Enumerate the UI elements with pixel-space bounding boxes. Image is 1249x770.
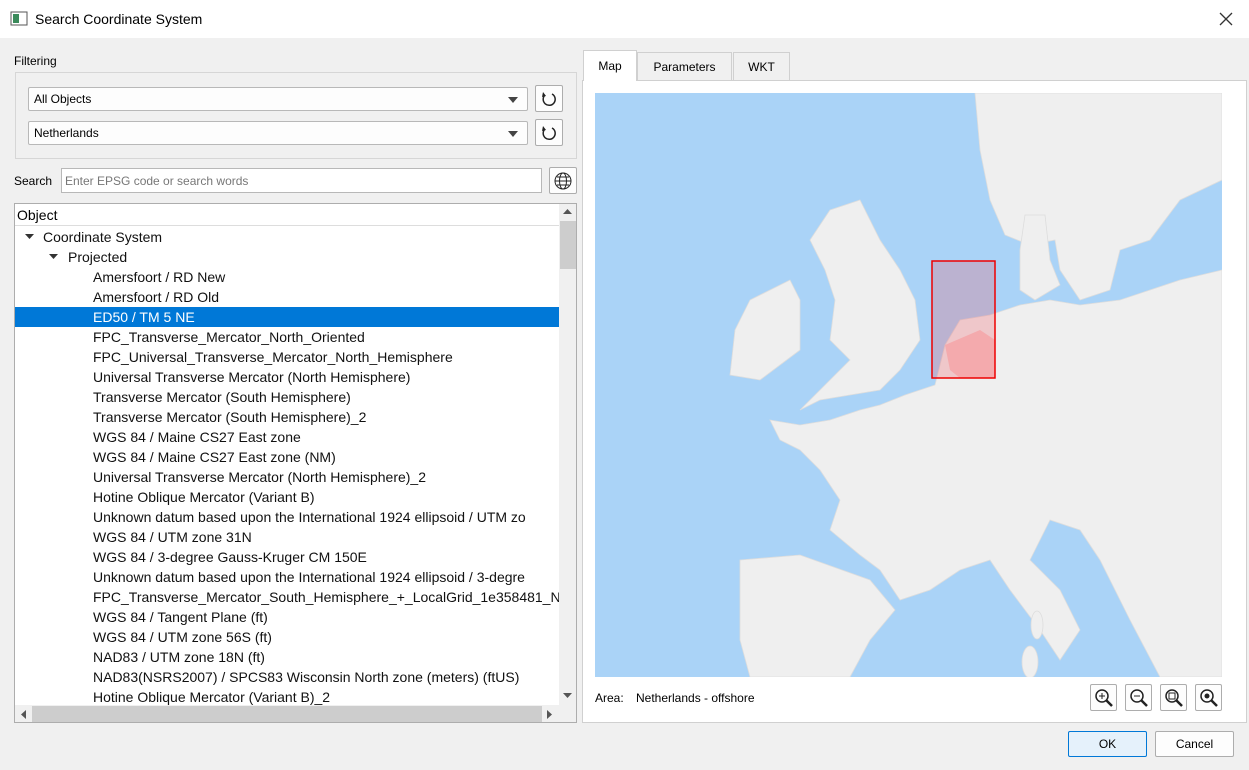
item-label: Hotine Oblique Mercator (Variant B) [93, 489, 315, 505]
tree-item[interactable]: Amersfoort / RD New [15, 267, 559, 287]
vertical-scrollbar[interactable] [559, 204, 576, 705]
crs-button[interactable] [549, 167, 577, 194]
tree-item[interactable]: Hotine Oblique Mercator (Variant B) [15, 487, 559, 507]
tree-item[interactable]: FPC_Transverse_Mercator_South_Hemisphere… [15, 587, 559, 607]
tree-item[interactable]: Universal Transverse Mercator (North Hem… [15, 367, 559, 387]
root-label: Coordinate System [43, 229, 163, 245]
tree-item[interactable]: WGS 84 / UTM zone 31N [15, 527, 559, 547]
tree-item[interactable]: NAD83(NSRS2007) / SPCS83 Wisconsin North… [15, 667, 559, 687]
item-label: WGS 84 / 3-degree Gauss-Kruger CM 150E [93, 549, 367, 565]
zoom-button[interactable] [1090, 684, 1117, 711]
area-label: Area: [595, 691, 624, 705]
tree-view: Object Coordinate System Projected Amers… [14, 203, 577, 723]
item-label: WGS 84 / UTM zone 31N [93, 529, 252, 545]
item-label: Universal Transverse Mercator (North Hem… [93, 469, 426, 485]
item-label: FPC_Transverse_Mercator_North_Oriented [93, 329, 365, 345]
item-label: WGS 84 / Maine CS27 East zone (NM) [93, 449, 336, 465]
tree-item[interactable]: WGS 84 / Tangent Plane (ft) [15, 607, 559, 627]
item-label: Transverse Mercator (South Hemisphere)_2 [93, 409, 367, 425]
item-label: NAD83(NSRS2007) / SPCS83 Wisconsin North… [93, 669, 520, 685]
region-combo[interactable]: Netherlands [28, 121, 528, 145]
filter-group [15, 72, 577, 159]
item-label: WGS 84 / Maine CS27 East zone [93, 429, 301, 445]
item-label: Unknown datum based upon the Internation… [93, 569, 525, 585]
cancel-button[interactable]: Cancel [1155, 731, 1234, 757]
item-label: WGS 84 / UTM zone 56S (ft) [93, 629, 272, 645]
title-bar: Search Coordinate System [0, 0, 1249, 38]
object-type-combo[interactable]: All Objects [28, 87, 528, 111]
item-label: Transverse Mercator (South Hemisphere) [93, 389, 351, 405]
item-label: ED50 / TM 5 NE [93, 309, 195, 325]
item-label: Hotine Oblique Mercator (Variant B)_2 [93, 689, 331, 705]
item-label: WGS 84 / Tangent Plane (ft) [93, 609, 268, 625]
tree-item[interactable]: WGS 84 / 3-degree Gauss-Kruger CM 150E [15, 547, 559, 567]
tree-item[interactable]: Universal Transverse Mercator (North Hem… [15, 467, 559, 487]
tree-item[interactable]: WGS 84 / Maine CS27 East zone [15, 427, 559, 447]
area-extent [931, 260, 996, 379]
item-label: FPC_Transverse_Mercator_South_Hemisphere… [93, 589, 559, 605]
filtering-label: Filtering [14, 54, 57, 68]
scroll-thumb[interactable] [560, 221, 576, 269]
tree-item[interactable]: Amersfoort / RD Old [15, 287, 559, 307]
tree-item[interactable]: FPC_Universal_Transverse_Mercator_North_… [15, 347, 559, 367]
tab[interactable]: Map [583, 50, 637, 81]
area-value: Netherlands - offshore [636, 691, 755, 705]
search-label: Search [14, 174, 53, 188]
close-button[interactable] [1219, 12, 1233, 26]
map[interactable] [595, 93, 1222, 677]
item-label: NAD83 / UTM zone 18N (ft) [93, 649, 265, 665]
column-header[interactable]: Object [15, 204, 559, 226]
zoom-button[interactable] [1195, 684, 1222, 711]
item-label: FPC_Universal_Transverse_Mercator_North_… [93, 349, 453, 365]
tree-item[interactable]: Transverse Mercator (South Hemisphere)_2 [15, 407, 559, 427]
reset-button[interactable] [535, 85, 563, 112]
item-label: Amersfoort / RD Old [93, 289, 220, 305]
tree-item[interactable]: WGS 84 / Maine CS27 East zone (NM) [15, 447, 559, 467]
tree-item[interactable]: Unknown datum based upon the Internation… [15, 507, 559, 527]
tree-root[interactable]: Coordinate System [15, 227, 559, 247]
horizontal-scrollbar[interactable] [15, 705, 576, 722]
ok-button[interactable]: OK [1068, 731, 1147, 757]
tree-group[interactable]: Projected [15, 247, 559, 267]
item-label: Unknown datum based upon the Internation… [93, 509, 526, 525]
scroll-thumb[interactable] [32, 706, 542, 722]
item-label: Universal Transverse Mercator (North Hem… [93, 369, 411, 385]
tree-item[interactable]: Hotine Oblique Mercator (Variant B)_2 [15, 687, 559, 707]
window-title: Search Coordinate System [35, 11, 203, 27]
item-label: Amersfoort / RD New [93, 269, 226, 285]
tree-item[interactable]: WGS 84 / UTM zone 56S (ft) [15, 627, 559, 647]
tree-item[interactable]: ED50 / TM 5 NE [15, 307, 559, 327]
tab[interactable]: WKT [733, 52, 790, 81]
tree-item[interactable]: Transverse Mercator (South Hemisphere) [15, 387, 559, 407]
app-icon [10, 11, 28, 26]
reset-button[interactable] [535, 119, 563, 146]
tree-item[interactable]: NAD83 / UTM zone 18N (ft) [15, 647, 559, 667]
tree-item[interactable]: Unknown datum based upon the Internation… [15, 567, 559, 587]
group-label: Projected [68, 249, 128, 265]
zoom-button[interactable] [1125, 684, 1152, 711]
search-input[interactable]: Enter EPSG code or search words [61, 168, 542, 193]
tab[interactable]: Parameters [637, 52, 732, 81]
tree-item[interactable]: FPC_Transverse_Mercator_North_Oriented [15, 327, 559, 347]
placeholder: Enter EPSG code or search words [65, 174, 249, 188]
tree-rows: Coordinate System Projected Amersfoort /… [15, 226, 559, 705]
zoom-button[interactable] [1160, 684, 1187, 711]
